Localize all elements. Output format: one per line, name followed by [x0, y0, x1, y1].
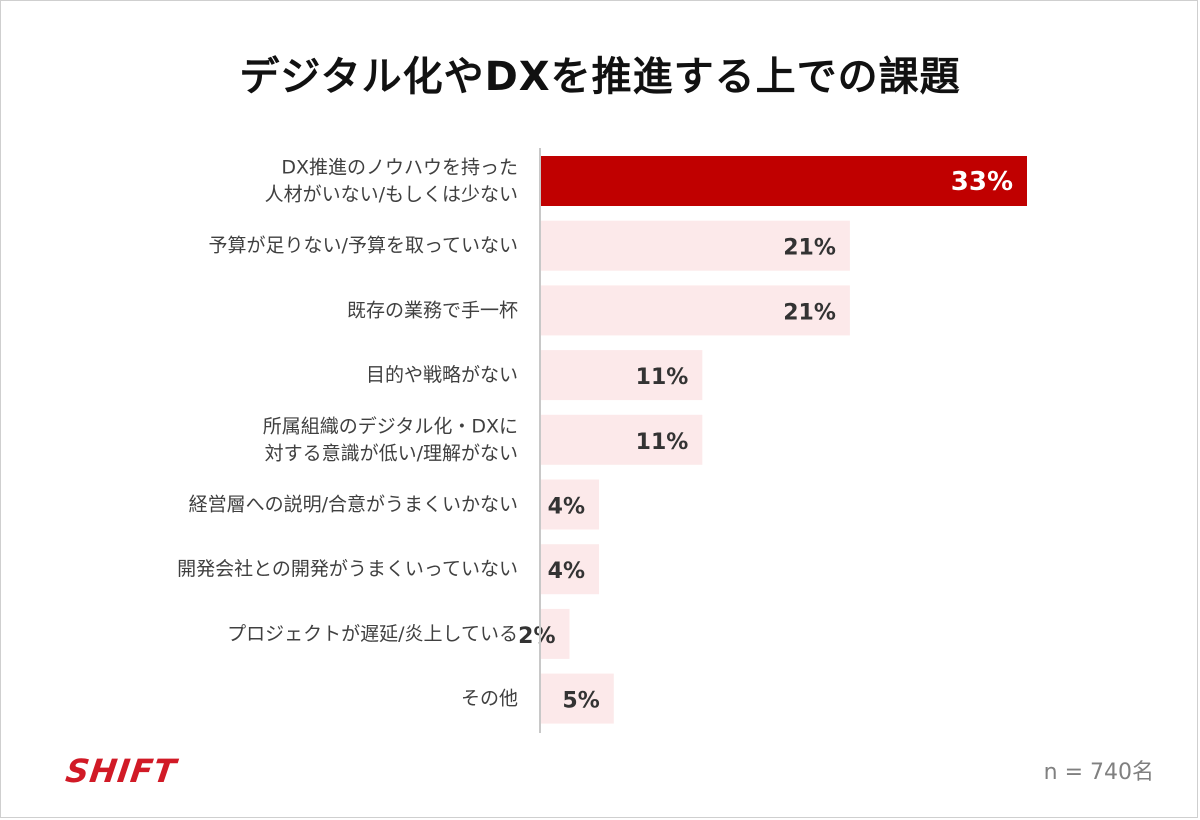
bar-4 [540, 350, 703, 401]
sample-size-note: n = 740名 [1043, 760, 1154, 785]
bar-2 [540, 220, 850, 271]
category-label-1: DX推進のノウハウを持った人材がいない/もしくは少ない [265, 157, 518, 206]
bar-6 [540, 479, 600, 530]
value-label-2: 21% [783, 236, 836, 261]
bar-7 [540, 544, 600, 595]
value-label-6: 4% [548, 495, 585, 520]
category-label-6: 経営層への説明/合意がうまくいかない [189, 494, 518, 516]
value-label-8: 2% [518, 624, 555, 649]
category-label-4: 目的や戦略がない [366, 364, 518, 386]
bar-1 [540, 156, 1027, 206]
value-label-7: 4% [548, 559, 585, 584]
bar-5 [540, 414, 703, 465]
value-label-3: 21% [783, 300, 836, 325]
shift-logo: SHIFT [63, 752, 180, 790]
bar-9 [540, 673, 614, 724]
bars-group [540, 156, 1027, 724]
value-label-5: 11% [636, 430, 689, 455]
category-label-3: 既存の業務で手一杯 [347, 299, 518, 321]
category-label-2: 予算が足りない/予算を取っていない [209, 235, 518, 257]
category-label-7: 開発会社との開発がうまくいっていない [177, 558, 518, 580]
value-label-4: 11% [636, 365, 689, 390]
category-label-5: 所属組織のデジタル化・DXに対する意識が低い/理解がない [263, 415, 518, 464]
category-label-9: その他 [461, 688, 518, 710]
category-label-8: プロジェクトが遅延/炎上している [227, 623, 518, 645]
value-labels-group: 33% 21% 21% 11% 11% 4% 4% 2% 5% [518, 167, 1013, 714]
value-label-1: 33% [951, 167, 1013, 197]
chart-title: デジタル化やDXを推進する上での課題 [239, 54, 961, 100]
bar-8 [540, 608, 570, 659]
category-labels-group: DX推進のノウハウを持った人材がいない/もしくは少ない予算が足りない/予算を取っ… [177, 157, 518, 710]
value-label-9: 5% [562, 689, 599, 714]
bar-3 [540, 285, 850, 336]
